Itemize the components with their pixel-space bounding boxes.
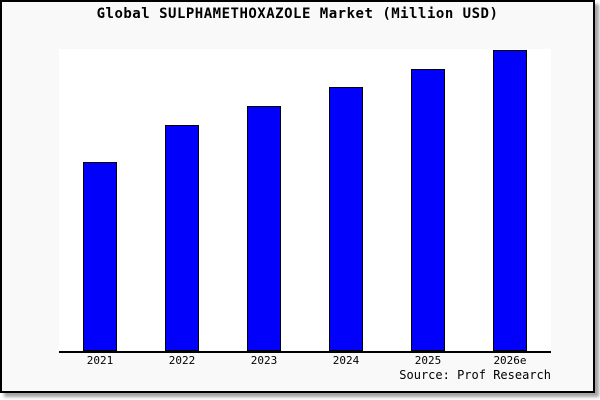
x-tick-label-2023: 2023: [250, 354, 278, 367]
x-tick-label-2021: 2021: [86, 354, 114, 367]
bar-slot-2026e: [469, 49, 551, 351]
bar-2021: [83, 162, 117, 351]
x-axis-tick-labels: 2021 2022 2023 2024 2025 2026e: [59, 354, 551, 367]
bar-slot-2023: [223, 49, 305, 351]
bar-2026e: [493, 50, 527, 351]
chart-frame: Global SULPHAMETHOXAZOLE Market (Million…: [0, 0, 595, 393]
plot-area: [59, 49, 551, 353]
bar-slot-2022: [141, 49, 223, 351]
chart-title: Global SULPHAMETHOXAZOLE Market (Million…: [96, 6, 499, 22]
bar-2023: [247, 106, 281, 351]
bar-2022: [165, 125, 199, 351]
bar-2024: [329, 87, 363, 351]
x-tick-label-2026e: 2026e: [493, 354, 527, 367]
bar-slot-2025: [387, 49, 469, 351]
bar-series: [59, 49, 551, 351]
x-tick-label-2025: 2025: [414, 354, 442, 367]
x-tick-label-2022: 2022: [168, 354, 196, 367]
source-credit: Source: Prof Research: [399, 368, 551, 382]
x-tick-label-2024: 2024: [332, 354, 360, 367]
bar-slot-2021: [59, 49, 141, 351]
bar-2025: [411, 69, 445, 351]
bar-slot-2024: [305, 49, 387, 351]
